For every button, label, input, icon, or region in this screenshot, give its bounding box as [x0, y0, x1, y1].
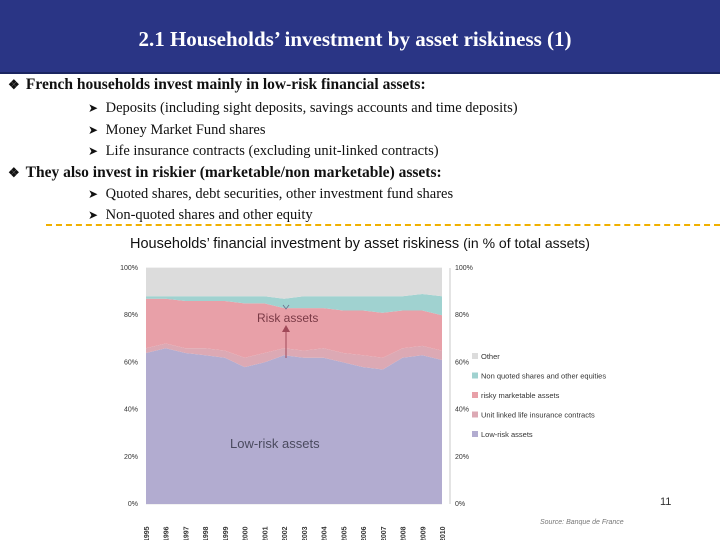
x-tick-label: 1997	[183, 526, 190, 540]
sub-item-text: Life insurance contracts (excluding unit…	[105, 143, 439, 159]
sub-item: ➤ Money Market Fund shares	[88, 122, 266, 139]
legend-label: Other	[481, 352, 500, 361]
bullet-2-text: They also invest in riskier (marketable/…	[25, 164, 442, 181]
arrow-bullet-icon: ➤	[88, 208, 99, 222]
legend-swatch	[472, 392, 478, 398]
bullet-1: ❖ French households invest mainly in low…	[8, 76, 426, 94]
x-tick-label: 2009	[420, 526, 427, 540]
x-tick-label: 1999	[223, 526, 230, 540]
arrow-bullet-icon: ➤	[88, 144, 99, 158]
bullet-1-text: French households invest mainly in low-r…	[25, 76, 426, 93]
legend-swatch	[472, 372, 478, 379]
sub-item-text: Money Market Fund shares	[105, 122, 266, 138]
legend-label: Unit linked life insurance contracts	[481, 411, 595, 420]
x-tick-label: 2001	[262, 526, 269, 540]
sub-item: ➤ Non-quoted shares and other equity	[88, 207, 313, 224]
area-risky-marketable-assets	[146, 298, 442, 358]
legend-swatch	[472, 411, 478, 418]
area-other	[146, 268, 442, 299]
title-bar: 2.1 Households’ investment by asset risk…	[0, 0, 720, 72]
sub-item: ➤ Life insurance contracts (excluding un…	[88, 143, 439, 160]
x-tick-label: 1998	[203, 526, 210, 540]
annotation-risk-assets: Risk assets	[257, 311, 318, 325]
x-tick-label: 2002	[282, 526, 289, 540]
area-low-risk-assets	[146, 348, 442, 504]
sub-item: ➤ Quoted shares, debt securities, other …	[88, 186, 453, 203]
y-tick-label-left: 40%	[124, 407, 138, 414]
x-tick-label: 2007	[381, 526, 388, 540]
chart-heading-text: Households’ financial investment by asse…	[130, 236, 460, 252]
slide-title: 2.1 Households’ investment by asset risk…	[138, 27, 572, 51]
arrow-bullet-icon: ➤	[88, 101, 99, 115]
x-tick-label: 2003	[302, 526, 309, 540]
x-tick-label: 2006	[361, 526, 368, 540]
sub-item-text: Non-quoted shares and other equity	[105, 207, 313, 223]
x-tick-label: 1996	[164, 526, 171, 540]
page-number: 11	[660, 496, 672, 508]
chart-heading: Households’ financial investment by asse…	[0, 235, 720, 252]
y-tick-label-right: 60%	[455, 359, 469, 366]
y-tick-label-left: 20%	[124, 454, 138, 461]
y-tick-label-right: 100%	[455, 265, 473, 272]
y-tick-label-left: 100%	[120, 265, 138, 272]
x-tick-label: 2010	[440, 526, 447, 540]
source-note: Source: Banque de France	[540, 519, 624, 526]
area-non-quoted-shares-and-other-equities	[146, 294, 442, 316]
x-tick-label: 1995	[144, 526, 151, 540]
y-tick-label-right: 20%	[455, 454, 469, 461]
diamond-bullet-icon: ❖	[8, 165, 20, 180]
y-tick-label-left: 0%	[128, 501, 138, 508]
annotation-arrowhead	[282, 325, 290, 332]
y-tick-label-left: 60%	[124, 359, 138, 366]
chart-heading-sub: (in % of total assets)	[463, 235, 590, 251]
legend-swatch	[472, 353, 478, 359]
y-tick-label-right: 80%	[455, 312, 469, 319]
x-tick-label: 2008	[401, 526, 408, 540]
annotation-low-risk-assets: Low-risk assets	[230, 436, 320, 451]
sub-item-text: Deposits (including sight deposits, savi…	[105, 100, 518, 116]
arrow-bullet-icon: ➤	[88, 123, 99, 137]
dashed-divider	[46, 224, 720, 226]
y-tick-label-left: 80%	[124, 312, 138, 319]
diamond-bullet-icon: ❖	[8, 77, 20, 92]
legend-label: Low-risk assets	[481, 430, 533, 439]
sub-item: ➤ Deposits (including sight deposits, sa…	[88, 100, 518, 117]
bullet-2: ❖ They also invest in riskier (marketabl…	[8, 164, 442, 182]
sub-item-text: Quoted shares, debt securities, other in…	[105, 186, 454, 202]
annotation-chevron	[282, 304, 290, 310]
area-unit-linked-life-insurance-contracts	[146, 343, 442, 370]
legend-swatch	[472, 431, 478, 437]
x-tick-label: 2004	[322, 526, 329, 540]
y-tick-label-right: 0%	[455, 501, 465, 508]
x-tick-label: 2005	[341, 526, 348, 540]
legend-label: Non quoted shares and other equities	[481, 372, 606, 381]
legend-label: risky marketable assets	[481, 391, 560, 400]
y-tick-label-right: 40%	[455, 407, 469, 414]
arrow-bullet-icon: ➤	[88, 187, 99, 201]
x-tick-label: 2000	[243, 526, 250, 540]
